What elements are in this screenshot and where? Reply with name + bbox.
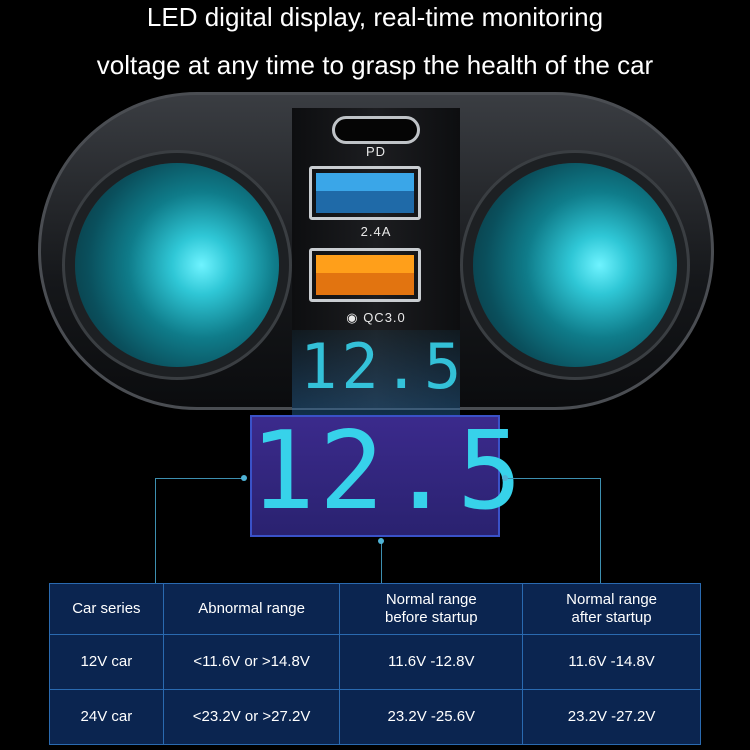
leader-line-left xyxy=(155,478,245,479)
leader-line-center xyxy=(381,540,382,583)
magnified-display-reading: 12.5 xyxy=(250,409,527,534)
header-normal-after: Normal range after startup xyxy=(522,583,701,635)
right-cigarette-socket xyxy=(473,163,677,367)
magnified-display xyxy=(250,415,500,537)
header-car-series: Car series xyxy=(49,583,164,635)
cell: 24V car xyxy=(49,689,164,745)
leader-line-left-down xyxy=(155,478,156,583)
cell: 12V car xyxy=(49,634,164,690)
table-row: 24V car <23.2V or >27.2V 23.2V -25.6V 23… xyxy=(49,689,701,745)
pd-label: PD xyxy=(365,144,387,159)
cell: 11.6V -12.8V xyxy=(339,634,524,690)
leader-line-right-down xyxy=(600,478,601,583)
usb-a-port-blue-icon xyxy=(309,166,421,220)
voltage-range-table: Car series Abnormal range Normal range b… xyxy=(49,583,701,745)
leader-dot-center xyxy=(378,538,384,544)
leader-dot-left xyxy=(241,475,247,481)
qc-label-text: QC3.0 xyxy=(363,310,406,325)
cell: <23.2V or >27.2V xyxy=(162,689,341,745)
left-cigarette-socket xyxy=(75,163,279,367)
cell: <11.6V or >14.8V xyxy=(162,634,341,690)
table-row: 12V car <11.6V or >14.8V 11.6V -12.8V 11… xyxy=(49,634,701,690)
table-header-row: Car series Abnormal range Normal range b… xyxy=(49,583,701,635)
display-beam xyxy=(292,330,460,420)
header-normal-before: Normal range before startup xyxy=(339,583,524,635)
usb-a-port-orange-icon xyxy=(309,248,421,302)
cell: 23.2V -25.6V xyxy=(339,689,524,745)
qc-label: ◉ QC3.0 xyxy=(292,310,460,326)
leader-dot-right xyxy=(502,475,508,481)
usb1-label: 2.4A xyxy=(360,224,392,239)
header-abnormal-range: Abnormal range xyxy=(162,583,341,635)
quick-charge-icon: ◉ xyxy=(346,310,364,325)
cell: 11.6V -14.8V xyxy=(522,634,701,690)
leader-line-right xyxy=(505,478,600,479)
usb-c-port-icon xyxy=(332,116,420,144)
headline-line-1: LED digital display, real-time monitorin… xyxy=(146,2,604,32)
headline-line-2: voltage at any time to grasp the health … xyxy=(96,50,654,80)
cell: 23.2V -27.2V xyxy=(522,689,701,745)
device-display-reading: 12.5 xyxy=(300,330,466,403)
